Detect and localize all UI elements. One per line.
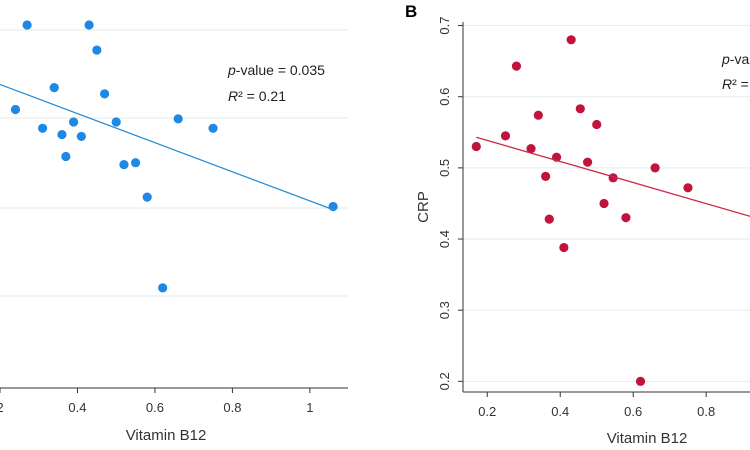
- y-tick-label: 0.4: [437, 230, 452, 248]
- x-ticks: 2 0.4 0.6 0.8 1: [0, 388, 314, 415]
- data-point: [76, 131, 86, 142]
- y-tick-label: 0.5: [437, 159, 452, 177]
- panel-a: 2 0.4 0.6 0.8 1 p-value = 0.035 R² = 0.21 Vi…: [0, 20, 348, 444]
- data-point: [158, 283, 168, 293]
- x-tick-label: 0.6: [146, 400, 164, 415]
- data-point: [566, 35, 576, 45]
- data-point: [208, 123, 218, 133]
- panel-letter-b: B: [405, 2, 417, 21]
- regression-line: [0, 83, 334, 211]
- y-tick-label: 0.3: [437, 301, 452, 319]
- x-axis-title: Vitamin B12: [126, 427, 207, 444]
- data-point: [541, 171, 551, 182]
- y-tick-label: 0.2: [437, 372, 452, 390]
- data-point: [592, 119, 602, 130]
- p-value-annotation: p-value = 0.035: [227, 62, 325, 78]
- data-point: [10, 104, 21, 115]
- x-tick-label: 0.4: [68, 400, 86, 415]
- x-tick-label: 0.2: [478, 404, 496, 419]
- data-point: [173, 114, 183, 124]
- data-point: [68, 117, 79, 127]
- data-point: [683, 183, 693, 193]
- data-point: [84, 20, 94, 30]
- x-tick-label: 0.6: [624, 404, 642, 419]
- data-point: [328, 201, 338, 212]
- data-point: [635, 376, 646, 386]
- p-value-annotation: p-va: [721, 51, 749, 67]
- data-points: [471, 35, 693, 386]
- data-point: [99, 89, 110, 99]
- data-point: [111, 117, 121, 127]
- panel-b: B 0.2 0.4 0.6 0.8 0.2 0.3 0.4 0.5 0.6 0.7 p-va R…: [405, 2, 750, 447]
- data-point: [533, 110, 543, 120]
- data-point: [583, 157, 593, 167]
- data-point: [92, 45, 102, 55]
- data-point: [130, 158, 141, 168]
- x-tick-label: 0.4: [551, 404, 569, 419]
- x-tick-label: 1: [306, 400, 313, 415]
- data-point: [500, 131, 511, 141]
- data-point: [544, 214, 554, 224]
- data-point: [621, 213, 631, 223]
- axes: [462, 22, 750, 393]
- data-point: [526, 144, 536, 154]
- data-point: [575, 104, 585, 114]
- data-point: [559, 242, 569, 253]
- regression-line: [476, 136, 750, 217]
- gridlines: [464, 25, 750, 382]
- x-tick-label: 2: [0, 400, 4, 415]
- data-point: [57, 129, 67, 140]
- x-tick-label: 0.8: [697, 404, 715, 419]
- x-ticks: 0.2 0.4 0.6 0.8: [478, 392, 715, 419]
- data-point: [49, 83, 59, 93]
- data-point: [650, 163, 660, 173]
- data-point: [599, 198, 609, 209]
- x-axis-title: Vitamin B12: [607, 430, 688, 447]
- data-point: [38, 123, 48, 133]
- gridlines: [0, 29, 348, 297]
- r-squared-annotation: R² =: [722, 76, 749, 92]
- y-tick-label: 0.7: [437, 17, 452, 35]
- y-tick-label: 0.6: [437, 88, 452, 106]
- data-point: [22, 20, 32, 30]
- y-ticks: 0.2 0.3 0.4 0.5 0.6 0.7: [437, 17, 463, 390]
- data-point: [142, 192, 152, 202]
- data-points: [10, 20, 338, 293]
- y-axis-title: CRP: [415, 191, 432, 223]
- r-squared-annotation: R² = 0.21: [228, 88, 286, 104]
- x-tick-label: 0.8: [223, 400, 241, 415]
- data-point: [471, 141, 481, 152]
- data-point: [511, 61, 522, 71]
- data-point: [119, 159, 129, 170]
- data-point: [61, 151, 71, 162]
